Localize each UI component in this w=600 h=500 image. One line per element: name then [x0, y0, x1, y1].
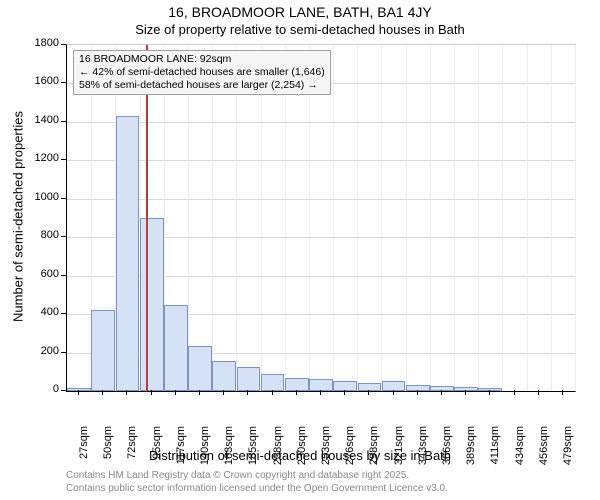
x-tick-label: 95sqm: [151, 426, 163, 476]
x-tick-label: 185sqm: [247, 426, 259, 476]
x-tick-label: 208sqm: [272, 426, 284, 476]
x-tick-label: 230sqm: [296, 426, 308, 476]
x-tick-label: 117sqm: [175, 426, 187, 476]
y-tick-label: 1800: [21, 37, 59, 49]
y-tick-label: 600: [21, 268, 59, 280]
x-tick-label: 321sqm: [393, 426, 405, 476]
marker-line: [146, 45, 148, 391]
histogram-bar: [430, 386, 454, 391]
x-tick-label: 366sqm: [441, 426, 453, 476]
x-tick-label: 163sqm: [223, 426, 235, 476]
y-axis-label: Number of semi-detached properties: [11, 107, 26, 327]
chart-title-sub: Size of property relative to semi-detach…: [0, 22, 600, 37]
histogram-bar: [406, 385, 430, 391]
histogram-bar: [140, 218, 164, 391]
x-tick-label: 50sqm: [102, 426, 114, 476]
histogram-bar: [285, 378, 309, 391]
x-tick-label: 479sqm: [562, 426, 574, 476]
y-tick-label: 800: [21, 229, 59, 241]
x-tick-label: 298sqm: [368, 426, 380, 476]
y-tick-label: 1000: [21, 191, 59, 203]
annotation-box: 16 BROADMOOR LANE: 92sqm← 42% of semi-de…: [73, 50, 331, 95]
x-tick-label: 389sqm: [465, 426, 477, 476]
annotation-line-3: 58% of semi-detached houses are larger (…: [79, 79, 325, 92]
x-tick-label: 72sqm: [126, 426, 138, 476]
chart-title-main: 16, BROADMOOR LANE, BATH, BA1 4JY: [0, 4, 600, 20]
x-tick-label: 456sqm: [538, 426, 550, 476]
histogram-bar: [261, 374, 285, 391]
histogram-bar: [212, 361, 236, 391]
histogram-bar: [237, 367, 261, 391]
histogram-bar: [188, 346, 212, 391]
y-tick-label: 200: [21, 345, 59, 357]
x-tick-label: 27sqm: [78, 426, 90, 476]
y-tick-label: 400: [21, 306, 59, 318]
x-tick-label: 411sqm: [489, 426, 501, 476]
histogram-bar: [116, 116, 140, 391]
credits-line-2: Contains public sector information licen…: [66, 483, 448, 496]
x-tick-label: 276sqm: [344, 426, 356, 476]
y-tick-label: 1400: [21, 114, 59, 126]
x-tick-label: 253sqm: [320, 426, 332, 476]
y-tick-label: 1600: [21, 75, 59, 87]
y-tick-label: 0: [21, 383, 59, 395]
x-tick-label: 434sqm: [514, 426, 526, 476]
annotation-line-1: 16 BROADMOOR LANE: 92sqm: [79, 53, 325, 66]
histogram-bar: [91, 310, 115, 391]
x-tick-label: 343sqm: [417, 426, 429, 476]
x-tick-label: 140sqm: [199, 426, 211, 476]
plot-area: 16 BROADMOOR LANE: 92sqm← 42% of semi-de…: [66, 44, 576, 392]
annotation-line-2: ← 42% of semi-detached houses are smalle…: [79, 66, 325, 79]
histogram-bar: [164, 305, 188, 392]
y-tick-label: 1200: [21, 152, 59, 164]
chart-container: 16, BROADMOOR LANE, BATH, BA1 4JY Size o…: [0, 0, 600, 500]
